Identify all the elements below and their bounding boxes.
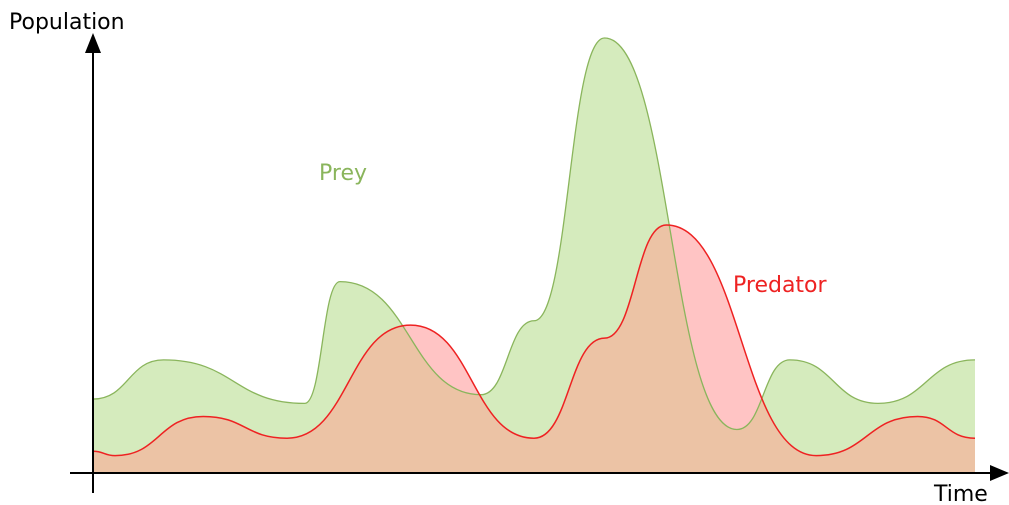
predator-line bbox=[92, 224, 976, 457]
prey-area bbox=[93, 38, 975, 473]
predator-area bbox=[93, 225, 975, 473]
prey-line bbox=[92, 37, 976, 431]
y-axis-arrowhead bbox=[85, 33, 101, 53]
x-axis-label: Time bbox=[933, 482, 988, 505]
series-label-prey: Prey bbox=[319, 161, 367, 186]
y-axis-label: Population bbox=[9, 10, 125, 35]
x-axis-arrowhead bbox=[990, 465, 1009, 481]
series-label-predator: Predator bbox=[733, 273, 828, 298]
